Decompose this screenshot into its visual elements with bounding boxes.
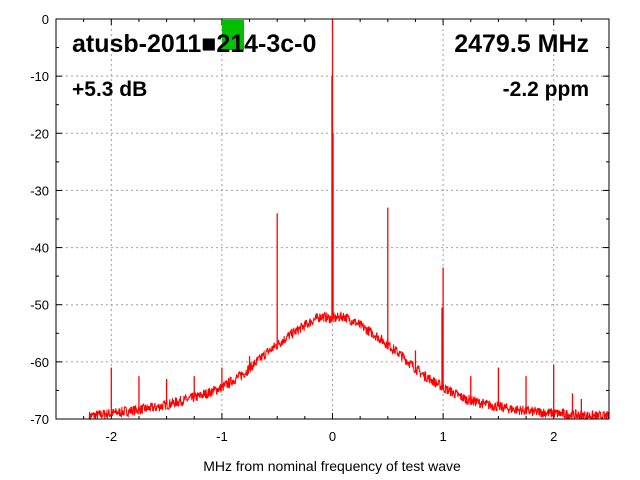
x-tick-label: -2 xyxy=(106,429,118,444)
x-tick-label: 0 xyxy=(329,429,336,444)
spectrum-series xyxy=(88,311,610,421)
y-tick-label: 0 xyxy=(42,12,49,27)
x-axis-label: MHz from nominal frequency of test wave xyxy=(203,458,461,474)
y-tick-label: -30 xyxy=(30,183,49,198)
spectrum-trace xyxy=(88,311,610,421)
y-tick-label: -50 xyxy=(30,298,49,313)
x-tick-label: -1 xyxy=(216,429,228,444)
ppm-annotation: -2.2 ppm xyxy=(503,78,589,101)
frequency-annotation: 2479.5 MHz xyxy=(454,30,589,58)
green-marker xyxy=(222,20,244,50)
gain-annotation: +5.3 dB xyxy=(72,78,147,101)
plot-frame xyxy=(55,18,610,420)
y-tick-label: -20 xyxy=(30,126,49,141)
y-tick-label: -60 xyxy=(30,355,49,370)
x-tick-label: 2 xyxy=(550,429,557,444)
y-tick-label: -40 xyxy=(30,241,49,256)
x-tick-label: 1 xyxy=(439,429,446,444)
device-annotation: atusb-2011■214-3c-0 xyxy=(72,30,316,58)
y-tick-label: -70 xyxy=(30,412,49,427)
y-tick-label: -10 xyxy=(30,69,49,84)
spur-lines xyxy=(110,19,582,416)
y-axis-ticks: 0 -10 -20 -30 -40 -50 -60 -70 xyxy=(30,12,609,427)
